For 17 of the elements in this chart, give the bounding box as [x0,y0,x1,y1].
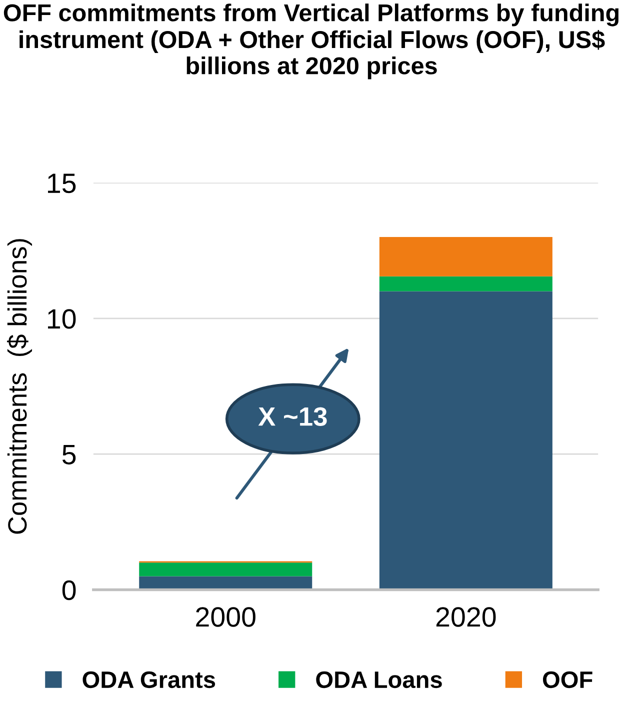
y-tick-label: 5 [62,445,76,464]
annotation: X ~13 [258,407,327,426]
y-tick-label: 10 [48,309,76,329]
x-tick-label: 2020 [436,607,496,627]
y-tick-label: 0 [62,580,76,600]
bar [379,237,552,276]
bar [139,562,312,576]
bar [379,291,552,590]
y-tick-label: 15 [48,174,76,194]
legend-label: ODA Loans [316,671,442,688]
legend-label: ODA Grants [82,671,216,688]
y-axis-title: Commitments ($ billions) [6,239,32,534]
chart-title: OFF commitments from Vertical Platforms by funding instrument (ODA + Other Official Flows (OOF), US$ billions at 2020 prices [4,4,618,80]
bar [139,576,312,590]
bar [379,276,552,292]
legend-label: OOF [542,671,592,688]
x-tick-label: 2000 [196,607,256,627]
